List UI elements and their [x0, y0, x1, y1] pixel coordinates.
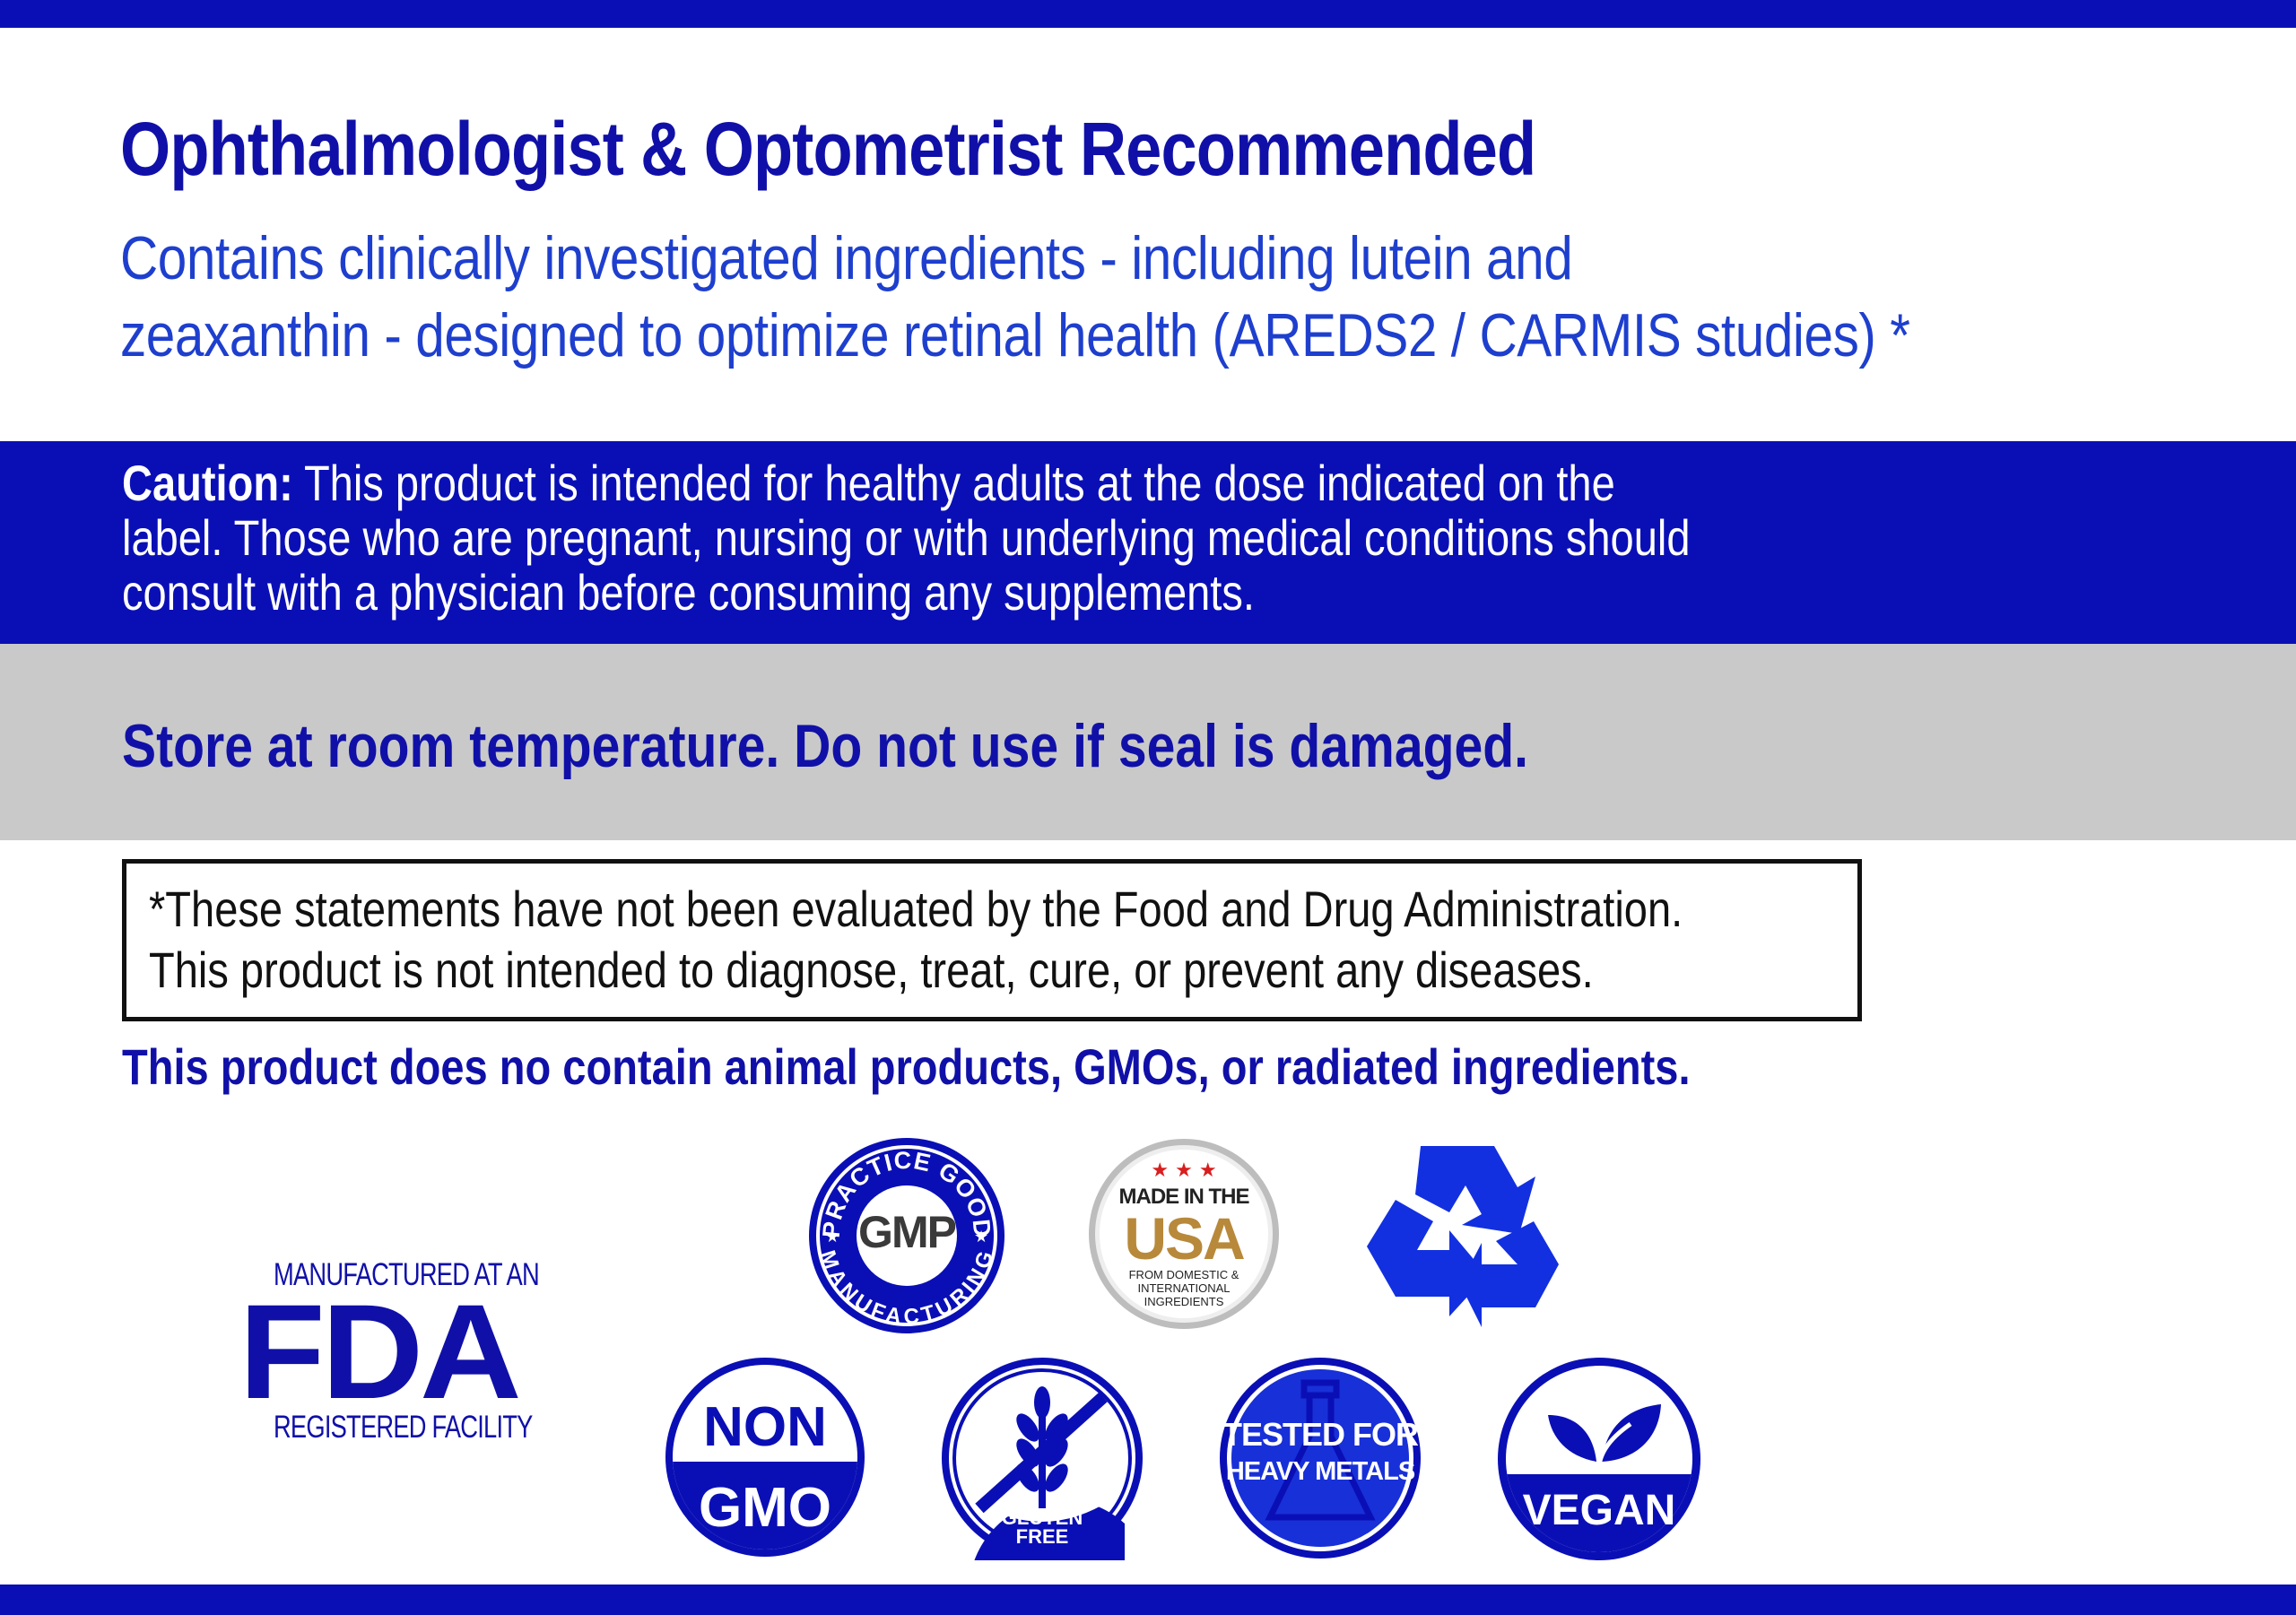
page-title: Ophthalmologist & Optometrist Recommende… [120, 107, 1536, 191]
usa-line5: INGREDIENTS [1144, 1295, 1224, 1308]
svg-text:★: ★ [825, 1228, 839, 1246]
recycle-icon [1360, 1141, 1562, 1331]
bottom-border-bar [0, 1585, 2296, 1615]
usa-line1: MADE IN THE [1119, 1185, 1250, 1209]
usa-line2: USA [1124, 1205, 1244, 1272]
subtitle: Contains clinically investigated ingredi… [120, 220, 1910, 374]
subtitle-line: zeaxanthin - designed to optimize retina… [120, 301, 1910, 369]
heavy-metals-icon: TESTED FOR HEAVY METALS [1218, 1356, 1422, 1560]
caution-text: Caution: This product is intended for he… [122, 456, 1855, 620]
disclaimer-line: This product is not intended to diagnose… [149, 942, 1594, 998]
gluten-line2: FREE [1016, 1525, 1069, 1548]
storage-band [0, 644, 2296, 840]
disclaimer-text: *These statements have not been evaluate… [149, 879, 1882, 1001]
gluten-free-icon: GLUTEN FREE [940, 1356, 1144, 1560]
subtitle-line: Contains clinically investigated ingredi… [120, 224, 1573, 292]
fda-registered-facility-mark: MANUFACTURED AT AN FDA REGISTERED FACILI… [239, 1257, 539, 1446]
svg-text:★ ★ ★: ★ ★ ★ [1151, 1159, 1216, 1182]
metals-line1: TESTED FOR [1222, 1416, 1419, 1453]
top-border-bar [0, 0, 2296, 28]
fda-big-text: FDA [239, 1276, 521, 1427]
non-gmo-icon: NON GMO [664, 1356, 866, 1559]
caution-line: consult with a physician before consumin… [122, 564, 1255, 621]
disclaimer-box [122, 859, 1862, 1021]
caution-band [0, 441, 2296, 644]
fda-bottom-text: REGISTERED FACILITY [274, 1410, 533, 1445]
caution-line: This product is intended for healthy adu… [303, 455, 1615, 511]
caution-label: Caution: [122, 455, 293, 511]
usa-line4: INTERNATIONAL [1137, 1281, 1230, 1295]
nongmo-line1: NON [703, 1396, 827, 1458]
vegan-text: VEGAN [1523, 1487, 1676, 1534]
storage-text: Store at room temperature. Do not use if… [122, 712, 1529, 780]
nongmo-line2: GMO [699, 1477, 831, 1539]
metals-line2: HEAVY METALS [1226, 1457, 1415, 1486]
gluten-line1: GLUTEN [1002, 1506, 1083, 1529]
gmp-center-text: GMP [858, 1207, 956, 1257]
gmp-seal-icon: PRACTICE GOOD MANUFACTURING ★ ★ GMP [807, 1136, 1006, 1335]
usa-line3: FROM DOMESTIC & [1129, 1268, 1239, 1281]
caution-line: label. Those who are pregnant, nursing o… [122, 509, 1691, 566]
disclaimer-line: *These statements have not been evaluate… [149, 881, 1683, 937]
animal-statement: This product does no contain animal prod… [122, 1038, 1691, 1095]
made-in-usa-seal-icon: ★ ★ ★ MADE IN THE USA FROM DOMESTIC & IN… [1087, 1137, 1281, 1331]
vegan-leaf-icon: VEGAN [1496, 1356, 1702, 1562]
svg-text:★: ★ [974, 1228, 988, 1246]
